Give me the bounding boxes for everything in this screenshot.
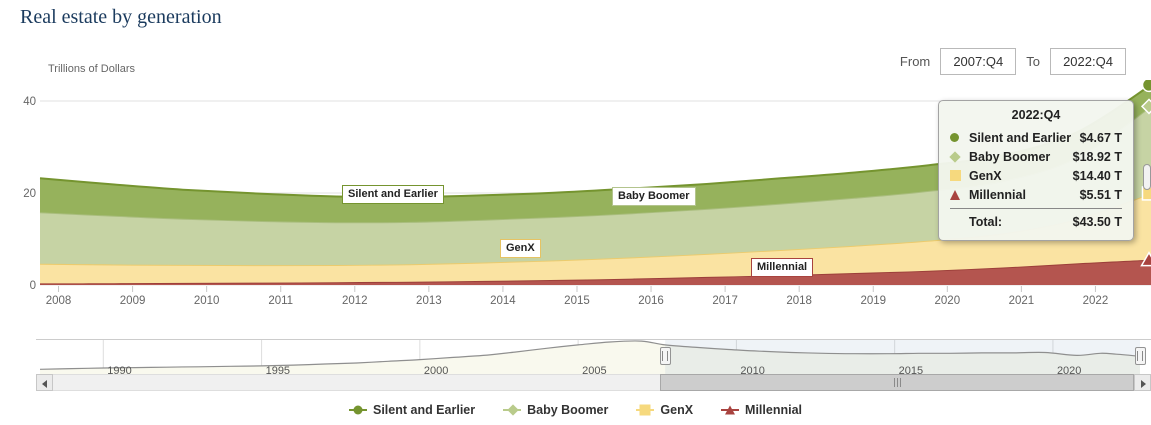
tooltip-row-name: GenX [969, 168, 1002, 183]
tooltip-row-value: $4.67 T [1079, 130, 1122, 145]
legend-item-millennial[interactable]: Millennial [721, 403, 802, 417]
navigator-line [39, 340, 1141, 370]
x-axis-label-2013: 2013 [416, 295, 442, 307]
scrollbar-left-button[interactable] [36, 374, 53, 391]
x-axis-label-2015: 2015 [564, 295, 590, 307]
legend-item-silent[interactable]: Silent and Earlier [348, 403, 476, 417]
tooltip-row-value: $5.51 T [1079, 187, 1122, 202]
to-input[interactable] [1050, 48, 1126, 75]
y-axis-title: Trillions of Dollars [48, 63, 136, 75]
silent-circle-icon [950, 133, 959, 142]
x-axis-label-2019: 2019 [860, 295, 886, 307]
area-band-baby-boomer [40, 106, 1151, 266]
navigator-selection[interactable] [665, 340, 1140, 376]
series-label-boomer: Baby Boomer [612, 187, 696, 207]
x-axis-label-2009: 2009 [120, 295, 146, 307]
vertical-scrollbar-thumb[interactable] [1143, 164, 1151, 190]
navigator-year-label-2010: 2010 [740, 365, 764, 376]
tooltip-row: Baby Boomer $18.92 T [949, 147, 1122, 166]
x-axis-label-2014: 2014 [490, 295, 516, 307]
millennial-triangle-icon [950, 189, 960, 200]
x-axis-label-2008: 2008 [46, 295, 72, 307]
legend: Silent and Earlier Baby Boomer GenX Mill… [0, 403, 1151, 417]
tooltip-row-value: $18.92 T [1072, 149, 1122, 164]
y-axis-label-20: 20 [23, 188, 36, 200]
series-label-genx: GenX [500, 239, 541, 259]
y-axis-label-40: 40 [23, 96, 36, 108]
area-band-millennial [40, 259, 1151, 285]
legend-item-boomer[interactable]: Baby Boomer [503, 403, 608, 417]
navigator-area [40, 340, 1140, 376]
x-axis-label-2020: 2020 [935, 295, 961, 307]
horizontal-scrollbar [36, 374, 1151, 391]
tooltip-row-name: Millennial [969, 187, 1026, 202]
tooltip: 2022:Q4 Silent and Earlier $4.67 T Baby … [938, 100, 1134, 241]
x-axis-label-2022: 2022 [1083, 295, 1109, 307]
range-selector: From To [900, 48, 1126, 75]
navigator-year-label-1990: 1990 [107, 365, 131, 376]
tooltip-row: Millennial $5.51 T [950, 185, 1122, 204]
silent-circle-icon [348, 404, 367, 416]
tooltip-total-row: Total: $43.50 T [950, 212, 1122, 231]
tooltip-title: 2022:Q4 [1011, 108, 1061, 122]
x-axis-label-2016: 2016 [638, 295, 664, 307]
tooltip-row: Silent and Earlier $4.67 T [950, 128, 1122, 147]
area-band-silent-and-earlier [40, 84, 1151, 223]
x-axis-label-2018: 2018 [786, 295, 812, 307]
tooltip-total-value: $43.50 T [1072, 214, 1122, 229]
legend-label: Millennial [745, 403, 802, 417]
x-axis-label-2012: 2012 [342, 295, 368, 307]
navigator-year-label-1995: 1995 [266, 365, 290, 376]
navigator-year-label-2020: 2020 [1057, 365, 1081, 376]
tooltip-row-value: $14.40 T [1072, 168, 1122, 183]
y-axis-label-0: 0 [30, 280, 36, 292]
navigator-svg[interactable]: 1990 1995 2000 2005 2010 2015 2020 [0, 338, 1151, 376]
x-axis-label-2010: 2010 [194, 295, 220, 307]
millennial-triangle-icon [721, 404, 740, 416]
legend-label: Silent and Earlier [372, 403, 476, 417]
main-chart-svg[interactable]: 0 20 40 2008 2009 2010 2011 2012 2013 2014 2015 201… [0, 80, 1151, 312]
left-arrow-icon [42, 380, 47, 388]
series-label-silent: Silent and Earlier [342, 185, 444, 205]
boomer-diamond-icon [503, 404, 522, 416]
page-title: Real estate by generation [20, 6, 222, 28]
right-arrow-icon [1141, 380, 1146, 388]
series-end-marker-baby-boomer [1140, 98, 1151, 115]
x-axis-label-2017: 2017 [712, 295, 738, 307]
tooltip-row-name: Silent and Earlier [969, 130, 1072, 145]
tooltip-row: GenX $14.40 T [950, 166, 1122, 185]
navigator-year-label-2005: 2005 [582, 365, 606, 376]
navigator-left-handle[interactable] [659, 347, 671, 365]
from-label: From [899, 54, 931, 69]
series-label-millennial: Millennial [751, 258, 814, 278]
navigator-year-label-2015: 2015 [899, 365, 923, 376]
tooltip-row-name: Baby Boomer [969, 149, 1051, 164]
from-input[interactable] [940, 48, 1017, 75]
scrollbar-grip-icon [893, 378, 901, 387]
scrollbar-right-button[interactable] [1134, 374, 1151, 391]
navigator-year-label-2000: 2000 [424, 365, 448, 376]
area-band-genx [40, 193, 1151, 284]
to-label: To [1026, 54, 1040, 69]
x-axis-label-2021: 2021 [1009, 295, 1035, 307]
legend-item-genx[interactable]: GenX [636, 403, 693, 417]
series-end-marker-millennial [1140, 251, 1151, 267]
boomer-diamond-icon [949, 150, 961, 163]
x-axis-label-2011: 2011 [268, 295, 293, 307]
tooltip-divider [950, 208, 1122, 209]
legend-label: GenX [660, 403, 694, 417]
genx-square-icon [950, 170, 961, 181]
scrollbar-thumb[interactable] [659, 374, 1135, 391]
series-end-marker-silent-and-earlier [1141, 80, 1151, 93]
legend-label: Baby Boomer [527, 403, 609, 417]
navigator-right-handle[interactable] [1134, 347, 1146, 365]
tooltip-total-label: Total: [969, 214, 1003, 229]
genx-square-icon [636, 404, 655, 416]
